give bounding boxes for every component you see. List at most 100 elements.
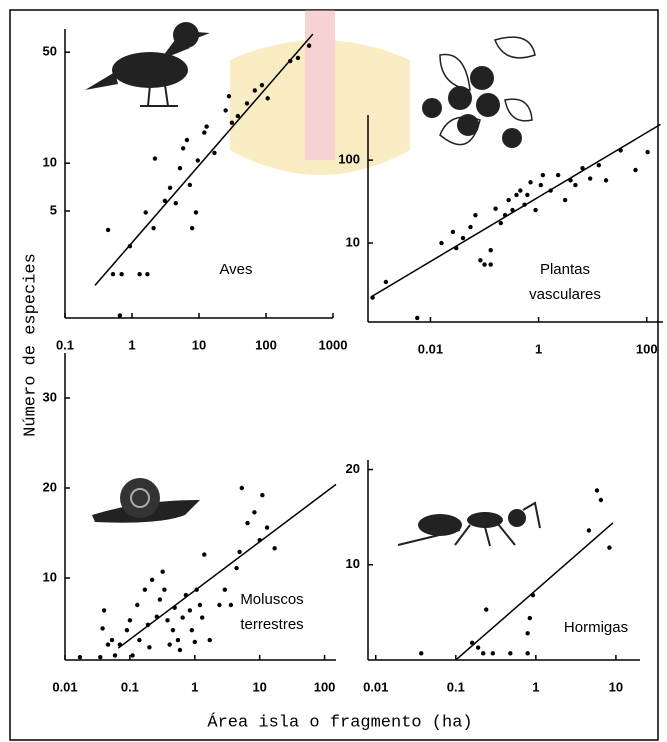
data-point [488, 262, 493, 267]
data-point [189, 225, 195, 231]
data-point [518, 188, 523, 193]
x-tick-label: 10 [192, 337, 206, 352]
data-point [175, 637, 181, 643]
data-point [272, 546, 277, 551]
data-point [439, 240, 444, 246]
data-point [137, 271, 142, 277]
data-point [538, 182, 544, 188]
data-point [180, 615, 185, 620]
watermark [230, 10, 410, 175]
data-point [124, 628, 130, 633]
ant-icon [397, 501, 541, 547]
panel-label: terrestres [240, 616, 303, 633]
data-point [105, 227, 111, 233]
x-tick-label: 10 [609, 679, 623, 694]
ant-thorax [467, 512, 503, 528]
data-point [252, 510, 257, 515]
panel-label: Moluscos [240, 591, 303, 608]
data-point [112, 653, 118, 658]
bird-head [173, 22, 199, 48]
data-point [488, 248, 493, 253]
data-point [98, 655, 103, 660]
data-point [204, 124, 209, 129]
x-tick-label: 100 [255, 337, 277, 352]
data-point [498, 220, 503, 226]
x-tick-label: 0.01 [363, 679, 388, 694]
data-point [119, 271, 124, 277]
y-tick-label: 10 [43, 569, 57, 584]
berry [422, 98, 442, 118]
data-point [217, 602, 222, 608]
data-point [117, 313, 123, 318]
panel-label: Plantas [540, 261, 590, 278]
panel-label: Aves [219, 261, 252, 278]
bird-body [112, 52, 188, 88]
data-point [306, 43, 312, 48]
data-point [478, 258, 483, 263]
data-point [152, 156, 158, 161]
data-point [562, 197, 568, 203]
y-tick-label: 10 [346, 234, 360, 249]
data-point [160, 569, 165, 574]
data-point [525, 631, 530, 636]
y-tick-label: 30 [43, 389, 57, 404]
berry-icon [422, 36, 536, 148]
data-point [473, 212, 478, 218]
data-point [475, 645, 481, 650]
data-point [490, 651, 496, 656]
data-point [525, 192, 530, 198]
y-tick-label: 50 [43, 44, 57, 59]
data-point [528, 180, 533, 185]
data-point [110, 271, 116, 277]
data-point [143, 210, 148, 215]
data-point [177, 647, 183, 653]
data-point [607, 545, 612, 550]
data-point [514, 192, 519, 198]
data-point [135, 602, 140, 608]
y-tick-label: 5 [50, 202, 57, 217]
data-point [162, 587, 167, 592]
data-point [259, 82, 265, 88]
data-point [555, 172, 561, 178]
data-point [533, 207, 538, 213]
bird-parts [85, 32, 210, 90]
snail-icon [92, 478, 200, 523]
fit-line [372, 123, 661, 297]
x-tick-label: 0.01 [52, 679, 77, 694]
data-point [177, 166, 183, 171]
data-point [540, 172, 546, 178]
x-tick-label: 1000 [319, 337, 348, 352]
data-point [234, 565, 239, 571]
data-point [142, 587, 148, 592]
fit-line [455, 522, 614, 661]
data-point [482, 262, 487, 267]
data-point [197, 602, 203, 608]
data-point [212, 150, 217, 156]
x-tick-label: 100 [314, 679, 336, 694]
y-tick-label: 100 [338, 152, 360, 167]
data-point [506, 197, 511, 203]
data-point [239, 485, 244, 491]
data-point [195, 158, 201, 163]
data-point [127, 618, 133, 623]
data-point [167, 185, 173, 190]
data-point [229, 120, 235, 125]
x-tick-label: 100 [636, 341, 658, 356]
data-point [105, 642, 111, 647]
data-point [193, 210, 199, 215]
x-tick-label: 0.01 [418, 341, 443, 356]
data-point [189, 628, 195, 633]
berry [476, 93, 500, 117]
data-point [245, 520, 250, 526]
snail-shell [120, 478, 160, 518]
panel-label: vasculares [529, 286, 601, 303]
data-point [187, 608, 193, 613]
data-point [587, 176, 593, 181]
y-axis-title: Número de especies [21, 253, 40, 437]
data-point [151, 225, 156, 231]
data-point [173, 200, 178, 206]
data-point [165, 618, 170, 623]
data-point [493, 206, 498, 211]
